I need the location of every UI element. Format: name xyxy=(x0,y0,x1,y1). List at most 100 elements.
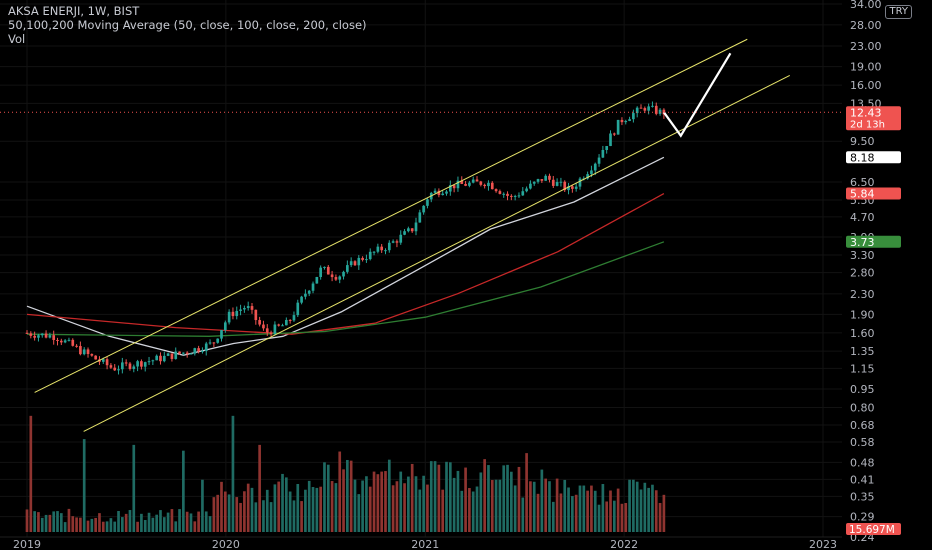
volume-bar xyxy=(479,472,483,532)
volume-bar xyxy=(56,511,59,532)
volume-bar xyxy=(29,415,33,532)
candle-body xyxy=(220,330,223,339)
candle-body xyxy=(178,351,181,354)
volume-bar xyxy=(147,512,151,532)
candle-body xyxy=(532,181,536,184)
candle-body xyxy=(269,332,273,335)
volume-bar xyxy=(281,473,284,532)
candle-body xyxy=(170,353,174,359)
volume-bar xyxy=(601,484,605,532)
volume-bar xyxy=(216,494,220,532)
volume-bar xyxy=(616,488,620,532)
volume-bar xyxy=(37,512,40,532)
candle-body xyxy=(143,362,147,367)
x-tick-label: 2019 xyxy=(13,538,41,550)
candle-body xyxy=(239,309,242,311)
candle-body xyxy=(307,290,311,294)
volume-bar xyxy=(105,521,109,532)
symbol-title[interactable]: AKSA ENERJI, 1W, BIST xyxy=(8,4,140,18)
candle-body xyxy=(128,363,132,369)
candle-body xyxy=(124,362,128,364)
volume-bar xyxy=(227,494,231,532)
candle-body xyxy=(284,319,288,326)
chart-legend: AKSA ENERJI, 1W, BIST 50,100,200 Moving … xyxy=(8,4,367,46)
candle-body xyxy=(75,345,78,347)
time-axis[interactable]: 2019 2020 2021 2022 2023 xyxy=(13,538,837,550)
volume-bar xyxy=(311,487,315,532)
candle-body xyxy=(372,251,376,253)
candle-body xyxy=(33,335,36,338)
candle-body xyxy=(391,241,395,243)
candle-body xyxy=(620,119,624,123)
volume-bar xyxy=(407,476,410,532)
volume-bar xyxy=(52,511,56,532)
volume-bar xyxy=(586,490,589,532)
currency-badge[interactable]: TRY xyxy=(885,5,912,19)
volume-bar xyxy=(414,476,418,532)
candle-body xyxy=(460,180,464,184)
volume-bar xyxy=(498,479,502,532)
y-tick-label: 34.00 xyxy=(850,0,882,11)
volume-bar xyxy=(170,509,174,532)
candle-body xyxy=(601,150,605,158)
candle-body xyxy=(296,302,300,316)
volume-bar xyxy=(265,489,269,532)
volume-bar xyxy=(75,517,78,532)
candle-body xyxy=(395,241,399,243)
volume-bar xyxy=(380,471,384,532)
candle-body xyxy=(197,348,200,352)
candle-body xyxy=(288,319,292,321)
candle-body xyxy=(468,182,471,186)
ma-indicator-label[interactable]: 50,100,200 Moving Average (50, close, 10… xyxy=(8,18,367,32)
candle-body xyxy=(597,157,601,164)
volume-bar xyxy=(468,488,471,532)
y-tick-label: 0.58 xyxy=(850,436,875,449)
volume-bar xyxy=(391,485,395,532)
volume-bar xyxy=(239,502,242,532)
candle-body xyxy=(105,359,109,366)
candle-body xyxy=(56,339,59,341)
volume-bar xyxy=(292,500,296,532)
candle-body xyxy=(216,338,220,343)
y-tick-label: 0.80 xyxy=(850,401,875,414)
volume-bar xyxy=(658,502,662,532)
volume-bar xyxy=(220,481,223,532)
x-tick-label: 2021 xyxy=(411,538,439,550)
volume-bar xyxy=(567,487,570,532)
volume-bar xyxy=(544,478,548,532)
candle-body xyxy=(121,362,124,370)
candle-body xyxy=(155,355,159,361)
price-label-text: 12.43 xyxy=(850,106,882,119)
volume-bar xyxy=(109,518,113,532)
candle-body xyxy=(182,352,185,354)
price-axis[interactable]: 34.0028.0023.0019.0016.0013.509.506.505.… xyxy=(850,0,882,544)
candle-body xyxy=(559,181,563,183)
volume-bar xyxy=(639,489,643,532)
candle-body xyxy=(235,310,239,317)
volume-bar xyxy=(40,517,44,532)
volume-bar xyxy=(513,485,517,532)
volume-bar xyxy=(143,520,147,532)
candle-body xyxy=(605,146,609,151)
candle-body xyxy=(246,306,250,308)
candle-body xyxy=(407,228,410,232)
candle-body xyxy=(365,259,368,261)
price-label-bg xyxy=(846,235,901,248)
candle-body xyxy=(90,354,94,356)
y-tick-label: 4.70 xyxy=(850,211,875,224)
candle-body xyxy=(502,193,506,195)
volume-indicator-label[interactable]: Vol xyxy=(8,32,26,46)
candle-body xyxy=(40,333,44,336)
volume-bar xyxy=(121,517,124,532)
volume-bar xyxy=(429,461,433,532)
volume-bar xyxy=(342,469,345,532)
volume-bar xyxy=(403,483,406,532)
volume-bar xyxy=(59,513,63,532)
candle-body xyxy=(357,257,361,266)
candle-body xyxy=(628,119,631,121)
volume-bar xyxy=(559,493,563,532)
ma-line-3 xyxy=(26,241,665,337)
